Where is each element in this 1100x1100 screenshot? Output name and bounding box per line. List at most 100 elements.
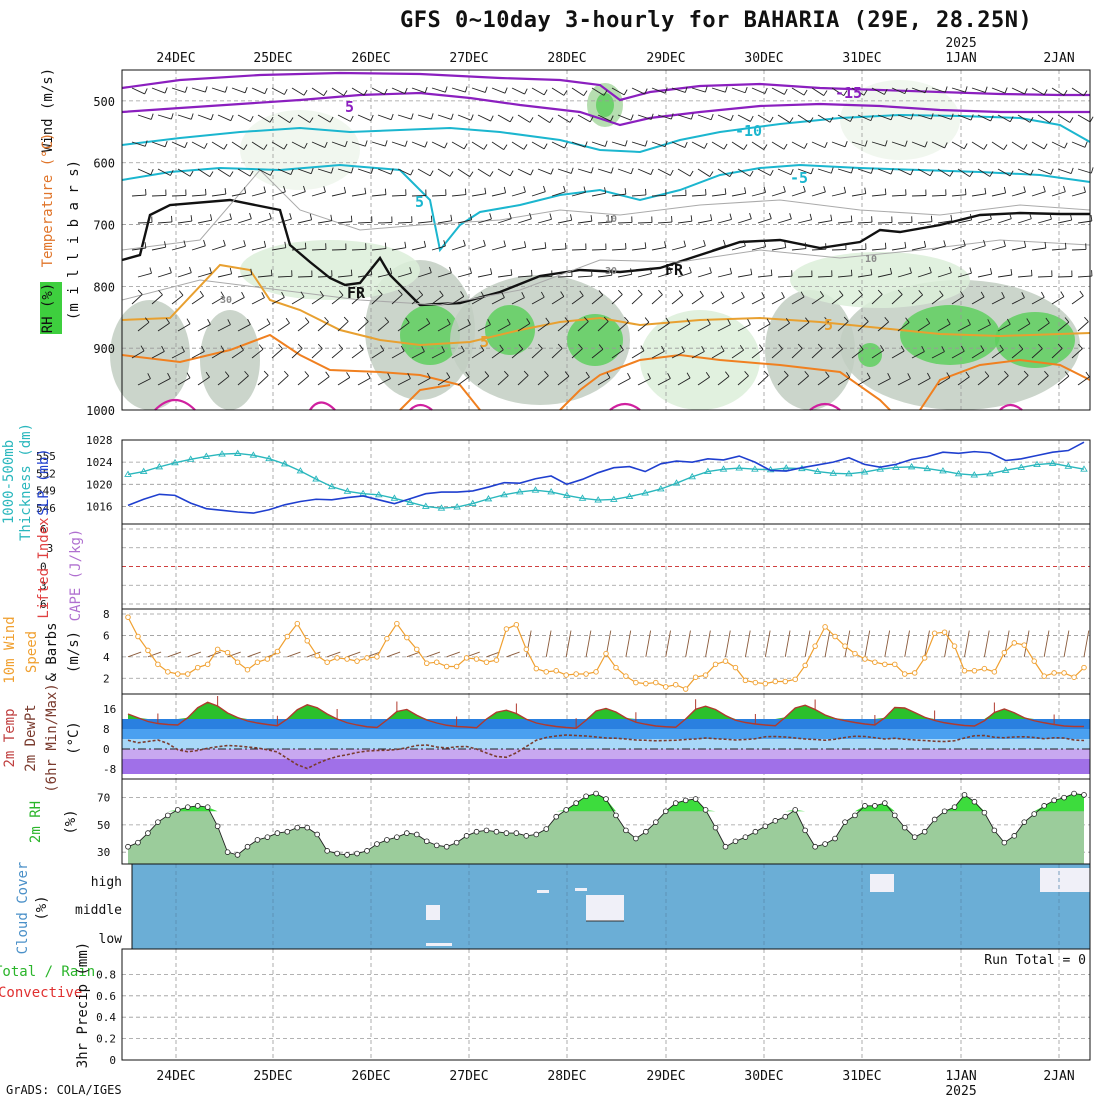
wind-barb-feather: [769, 212, 772, 219]
wind-barb-feather: [503, 144, 508, 150]
wind-barb-feather: [789, 213, 792, 220]
p-tick-1000: 1000: [86, 404, 115, 418]
wind-barb: [271, 247, 286, 251]
wind10m-point: [354, 658, 360, 664]
rh2m-point: [224, 849, 231, 855]
wind-barb-feather: [720, 345, 725, 352]
wind-barb: [297, 219, 312, 224]
wind-barb: [411, 87, 426, 94]
wind-barb-feather: [330, 214, 333, 221]
wind-barb-feather: [578, 343, 583, 349]
wind-barb-feather: [866, 372, 871, 379]
wind-barb: [997, 274, 1012, 278]
wind-barb: [297, 168, 312, 175]
thickness-point: [782, 464, 791, 471]
wind-barb-feather: [144, 317, 150, 323]
wind-barb: [191, 194, 206, 197]
wind-barb-feather: [829, 116, 834, 123]
wind-barb-feather: [849, 115, 854, 122]
chart-title: GFS 0~10day 3-hourly for BAHARIA (29E, 2…: [400, 8, 1033, 33]
wind-barb: [611, 87, 625, 96]
rh2m-area: [128, 793, 1084, 864]
wind-barb: [331, 192, 346, 197]
wind-barb-feather: [350, 167, 354, 174]
rh2m-point: [981, 809, 988, 816]
wind-barb: [711, 296, 725, 305]
wind-barb-feather: [526, 318, 531, 324]
wind-barb: [471, 296, 485, 305]
wind10m-point: [682, 686, 689, 692]
wind-barb: [417, 272, 432, 278]
temp-contour-minus5: [121, 163, 1091, 253]
wind-barb-feather: [350, 215, 353, 222]
wind-barb-feather: [190, 215, 193, 222]
wind-barb-feather: [964, 86, 968, 93]
wind-barb-feather: [589, 116, 594, 123]
wind10m-point: [165, 669, 171, 675]
wind-barb: [817, 321, 829, 332]
wind-barb-feather: [324, 141, 328, 148]
rh2m-point: [752, 828, 759, 835]
wind-barb-feather: [460, 291, 465, 297]
wind-barb-feather: [1057, 343, 1063, 349]
wind-barb-feather: [423, 240, 427, 247]
rh2m-point: [722, 843, 729, 850]
wind-barb-feather: [384, 242, 387, 249]
wind-barb: [551, 141, 565, 149]
wind-barb-feather: [637, 289, 643, 295]
wind-barb-feather: [743, 144, 748, 150]
wind10m-point: [384, 635, 390, 642]
wind10m-point: [752, 679, 759, 686]
wind-barb-feather: [805, 317, 810, 323]
wind-barb-feather: [164, 87, 168, 94]
wind-barb-feather: [343, 90, 348, 96]
wind10m-label-2: Speed: [24, 631, 40, 673]
wind-barb: [471, 193, 486, 197]
wind-barb-feather: [590, 167, 594, 174]
thickness-point: [280, 460, 289, 467]
wind-barb-feather: [504, 87, 508, 94]
wind-barb-feather: [839, 290, 844, 296]
wind-barb: [811, 191, 826, 197]
thickness-point: [218, 450, 226, 457]
wind-barb-feather: [1038, 343, 1043, 349]
wind-barb-feather: [144, 242, 147, 249]
wind-barb: [757, 375, 769, 386]
wind-barb: [491, 349, 504, 359]
wind-barb-feather: [418, 290, 424, 296]
rh2m-point: [762, 823, 769, 830]
rh2m-point: [443, 843, 450, 850]
wind10m-barb: [864, 630, 871, 657]
wind-barb: [291, 87, 305, 96]
wind-barb: [937, 220, 952, 224]
wind10m-barb: [545, 630, 552, 657]
rh-shade-7: [640, 310, 760, 410]
wind-barb-feather: [426, 318, 431, 324]
wind-barb-feather: [281, 291, 285, 298]
wind-barb-feather: [724, 188, 727, 195]
wind-barb: [1037, 375, 1049, 386]
wind-barb-feather: [283, 370, 289, 376]
date-label-top-1: 25DEC: [253, 51, 292, 66]
wind-barb-feather: [469, 171, 474, 177]
wind-barb: [251, 191, 266, 197]
wind-barb: [211, 350, 225, 359]
wind10m-point: [613, 664, 619, 671]
date-label-top-2: 26DEC: [351, 51, 390, 66]
wind-barb-feather: [784, 88, 788, 95]
wind-barb: [237, 218, 252, 224]
wind-barb-feather: [264, 87, 268, 94]
wind-barb: [1071, 191, 1086, 197]
wind-barb-feather: [739, 344, 744, 351]
wind-barb-feather: [927, 372, 931, 379]
wind-barb: [437, 168, 451, 177]
wind-barb-feather: [1030, 169, 1034, 176]
rh2m-point: [354, 850, 360, 857]
wind-barb-feather: [766, 318, 771, 325]
wind-barb: [797, 219, 812, 224]
wind-barb: [1011, 297, 1025, 305]
rh2m-point: [1031, 811, 1038, 817]
precip-tick-0.2: 0.2: [96, 1033, 116, 1046]
wind-barb: [631, 194, 646, 197]
rh2m-point: [483, 827, 490, 834]
